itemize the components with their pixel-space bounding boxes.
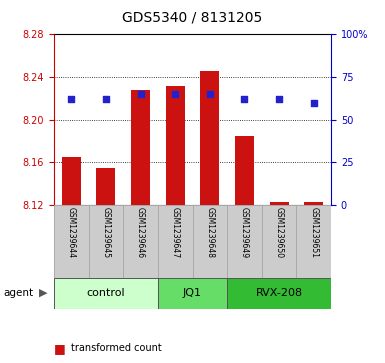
Bar — [270, 202, 289, 205]
Text: GSM1239649: GSM1239649 — [240, 207, 249, 258]
Bar — [296, 205, 331, 278]
Bar — [192, 205, 227, 278]
Bar — [96, 168, 116, 205]
Text: GSM1239644: GSM1239644 — [67, 207, 76, 258]
Point — [68, 97, 74, 102]
Bar — [166, 86, 185, 205]
Bar — [158, 278, 227, 309]
Bar — [158, 205, 192, 278]
Point — [103, 97, 109, 102]
Text: RVX-208: RVX-208 — [256, 288, 303, 298]
Text: agent: agent — [4, 288, 34, 298]
Text: GDS5340 / 8131205: GDS5340 / 8131205 — [122, 11, 263, 25]
Text: GSM1239647: GSM1239647 — [171, 207, 180, 258]
Point — [137, 91, 144, 97]
Point — [276, 97, 282, 102]
Text: GSM1239646: GSM1239646 — [136, 207, 145, 258]
Point — [241, 97, 248, 102]
Text: JQ1: JQ1 — [183, 288, 202, 298]
Bar — [54, 205, 89, 278]
Bar — [304, 202, 323, 205]
Bar — [235, 136, 254, 205]
Text: control: control — [87, 288, 125, 298]
Point — [172, 91, 178, 97]
Text: transformed count: transformed count — [71, 343, 162, 354]
Bar — [62, 157, 81, 205]
Bar — [262, 205, 296, 278]
Bar — [89, 205, 123, 278]
Bar — [200, 71, 219, 205]
Text: GSM1239648: GSM1239648 — [205, 207, 214, 258]
Text: GSM1239650: GSM1239650 — [275, 207, 284, 258]
Bar — [54, 278, 158, 309]
Bar — [227, 278, 331, 309]
Point — [207, 91, 213, 97]
Text: GSM1239645: GSM1239645 — [101, 207, 110, 258]
Text: ▶: ▶ — [38, 288, 47, 298]
Point — [311, 100, 317, 106]
Text: GSM1239651: GSM1239651 — [309, 207, 318, 258]
Bar — [123, 205, 158, 278]
Bar — [227, 205, 262, 278]
Bar — [131, 90, 150, 205]
Text: ■: ■ — [54, 342, 66, 355]
